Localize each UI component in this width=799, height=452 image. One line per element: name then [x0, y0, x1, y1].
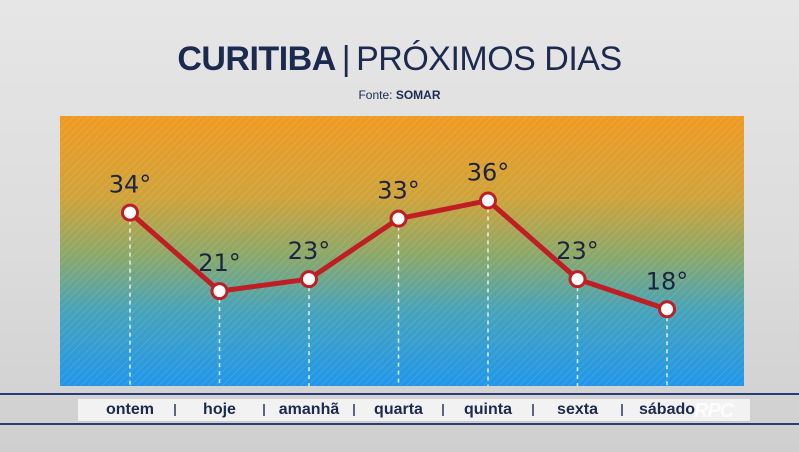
data-label-sexta: 23°	[556, 237, 599, 265]
data-point-ontem	[121, 203, 139, 222]
day-label-quarta: quarta	[374, 401, 423, 418]
chart-title: CURITIBA | PRÓXIMOS DIAS	[0, 40, 799, 79]
day-label-amanhã: amanhã	[278, 401, 340, 418]
data-point-quinta	[479, 191, 497, 210]
day-divider	[352, 404, 355, 416]
data-point-sexta	[568, 270, 587, 289]
title-city: CURITIBA	[177, 40, 336, 78]
bottom-rail	[0, 423, 799, 425]
data-point-quarta	[389, 209, 408, 228]
source-line: Fonte: SOMAR	[0, 88, 799, 102]
day-divider	[173, 404, 176, 416]
day-divider	[442, 404, 445, 416]
day-axis: ontem hoje amanhã quarta quinta sexta sábado	[78, 398, 750, 422]
data-label-hoje: 21°	[198, 249, 241, 277]
data-label-sábado: 18°	[646, 267, 689, 295]
day-divider	[263, 404, 266, 416]
title-line: CURITIBA | PRÓXIMOS DIAS	[177, 40, 622, 78]
top-rail	[0, 393, 799, 395]
source-name: SOMAR	[395, 88, 441, 102]
day-label-hoje: hoje	[203, 401, 236, 418]
day-label-ontem: ontem	[106, 401, 154, 418]
day-label-sexta: sexta	[557, 401, 598, 418]
rpc-logo: RPC	[694, 400, 734, 422]
day-label-sábado: sábado	[638, 401, 696, 418]
day-divider	[621, 404, 624, 416]
data-label-quinta: 36°	[467, 159, 510, 187]
data-point-hoje	[210, 282, 229, 301]
day-divider	[531, 404, 534, 416]
data-label-quarta: 33°	[377, 177, 420, 205]
data-point-amanhã	[300, 270, 318, 289]
data-point-sábado	[658, 300, 676, 319]
day-label-quinta: quinta	[464, 401, 512, 418]
data-label-ontem: 34°	[109, 171, 152, 199]
title-separator: |	[341, 40, 351, 78]
data-label-amanhã: 23°	[288, 237, 331, 265]
title-subtitle: PRÓXIMOS DIAS	[356, 40, 622, 78]
source-prefix: Fonte:	[358, 88, 393, 102]
